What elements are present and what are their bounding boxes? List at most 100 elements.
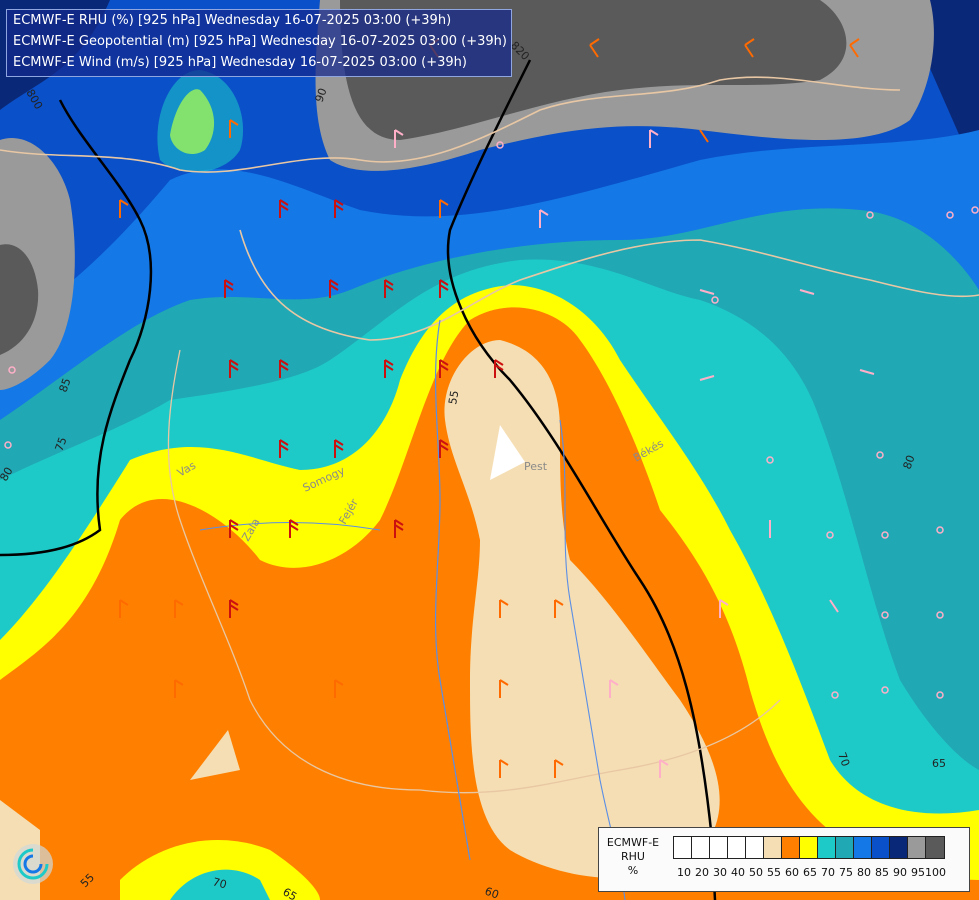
legend-tick-label: 70 — [821, 866, 835, 879]
contour-label: 60 — [483, 885, 501, 900]
legend-swatches — [673, 836, 945, 859]
legend-tick-label: 90 — [893, 866, 907, 879]
wind-barb — [494, 359, 504, 378]
wind-barb — [649, 129, 659, 148]
legend-tick-label: 85 — [875, 866, 889, 879]
wind-barb — [589, 38, 600, 58]
wind-barb — [394, 519, 404, 538]
wind-barb — [329, 279, 339, 298]
legend-title: ECMWF-E RHU % — [603, 836, 663, 878]
legend-swatch — [674, 837, 692, 858]
wind-barb — [334, 439, 344, 458]
wind-barb — [334, 199, 344, 218]
legend-swatch — [836, 837, 854, 858]
wind-barb — [554, 599, 564, 618]
wind-barb — [859, 369, 875, 375]
legend-title-model: ECMWF-E — [606, 836, 660, 849]
legend-title-variable: RHU — [621, 850, 645, 863]
legend-swatch — [800, 837, 818, 858]
legend-tick-label: 50 — [749, 866, 763, 879]
contour-label: 70 — [211, 875, 228, 891]
legend-title-unit: % — [627, 864, 639, 877]
wind-barb — [334, 679, 344, 698]
wind-barb — [829, 599, 839, 613]
legend-tick-label: 60 — [785, 866, 799, 879]
wind-barb — [289, 519, 299, 538]
country-border-south — [167, 349, 781, 794]
wind-barb — [384, 279, 394, 298]
contour-label: 55 — [446, 389, 461, 405]
place-label: Pest — [524, 460, 548, 473]
country-border-north — [0, 76, 901, 173]
wind-barb — [279, 439, 289, 458]
wind-barb — [384, 359, 394, 378]
legend-swatch — [854, 837, 872, 858]
wind-barb — [229, 519, 239, 538]
legend-swatch — [728, 837, 746, 858]
title-geopotential: ECMWF-E Geopotential (m) [925 hPa] Wedne… — [13, 34, 507, 49]
wind-barb — [224, 279, 234, 298]
wind-barb — [279, 359, 289, 378]
wind-barb — [799, 289, 815, 295]
calm-markers — [4, 141, 979, 699]
legend-tick-label: 95 — [911, 866, 925, 879]
wind-barb — [439, 199, 449, 218]
provider-logo-icon — [13, 844, 53, 884]
legend-tick-label: 75 — [839, 866, 853, 879]
legend-swatch — [890, 837, 908, 858]
wind-barb — [499, 679, 509, 698]
rhu-small-patch — [190, 730, 240, 780]
rhu-bottom-cyan — [170, 869, 270, 900]
wind-barbs — [119, 38, 875, 778]
wind-barb — [699, 375, 715, 381]
rhu-legend: ECMWF-E RHU % 10 20 30 40 50 55 60 65 70 75 80 85 90… — [598, 827, 970, 892]
wind-barb — [119, 199, 129, 218]
legend-tick-label: 30 — [713, 866, 727, 879]
legend-tick-label: 55 — [767, 866, 781, 879]
wind-barb — [699, 129, 709, 143]
wind-barb — [439, 359, 449, 378]
legend-swatch — [764, 837, 782, 858]
rhu-band-100-west — [0, 244, 39, 355]
geopotential-contour-820 — [446, 59, 717, 900]
legend-tick-label: 65 — [803, 866, 817, 879]
wind-barb — [439, 279, 449, 298]
legend-swatch — [818, 837, 836, 858]
legend-swatch — [746, 837, 764, 858]
wind-barb — [539, 209, 549, 228]
legend-swatch — [926, 837, 944, 858]
rhu-band-55 — [444, 340, 720, 879]
wind-barb — [229, 599, 239, 618]
contour-label: 65 — [932, 757, 946, 770]
rhu-white-patch — [490, 425, 525, 480]
legend-swatch — [908, 837, 926, 858]
wind-barb — [229, 359, 239, 378]
legend-tick-label: 10 — [677, 866, 691, 879]
wind-barb — [849, 38, 860, 58]
legend-tick-label: 40 — [731, 866, 745, 879]
wind-barb — [499, 599, 509, 618]
contour-label: 80 — [901, 453, 918, 471]
contour-label: 85 — [57, 376, 74, 394]
legend-swatch — [872, 837, 890, 858]
contour-label: 90 — [313, 86, 330, 104]
wind-barb — [744, 38, 755, 58]
river-danube — [434, 319, 471, 861]
wind-barb — [279, 199, 289, 218]
title-rhu: ECMWF-E RHU (%) [925 hPa] Wednesday 16-0… — [13, 13, 452, 28]
legend-tick-label: 100 — [925, 866, 946, 879]
legend-tick-label: 20 — [695, 866, 709, 879]
title-wind: ECMWF-E Wind (m/s) [925 hPa] Wednesday 1… — [13, 55, 467, 70]
contour-label: 65 — [281, 885, 300, 900]
wind-barb — [394, 129, 404, 148]
legend-swatch — [710, 837, 728, 858]
wind-barb — [174, 599, 184, 618]
wind-barb — [719, 599, 729, 618]
wind-barb — [174, 679, 184, 698]
contour-label: 70 — [835, 751, 852, 769]
legend-ticks: 10 20 30 40 50 55 60 65 70 75 80 85 90 95 100 — [673, 866, 946, 879]
country-border-mid — [239, 229, 979, 341]
contour-label: 75 — [53, 435, 70, 453]
